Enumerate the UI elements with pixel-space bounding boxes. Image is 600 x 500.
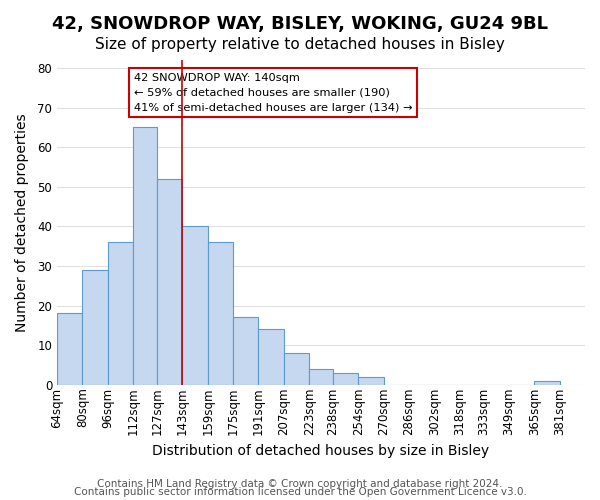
Text: Contains public sector information licensed under the Open Government Licence v3: Contains public sector information licen…	[74, 487, 526, 497]
Bar	[133, 128, 157, 385]
Bar	[333, 373, 358, 385]
Text: 42 SNOWDROP WAY: 140sqm
← 59% of detached houses are smaller (190)
41% of semi-d: 42 SNOWDROP WAY: 140sqm ← 59% of detache…	[134, 73, 412, 112]
Bar	[259, 330, 284, 385]
Text: Contains HM Land Registry data © Crown copyright and database right 2024.: Contains HM Land Registry data © Crown c…	[97, 479, 503, 489]
Text: Size of property relative to detached houses in Bisley: Size of property relative to detached ho…	[95, 38, 505, 52]
Bar	[108, 242, 133, 385]
Bar	[182, 226, 208, 385]
X-axis label: Distribution of detached houses by size in Bisley: Distribution of detached houses by size …	[152, 444, 490, 458]
Bar	[57, 314, 82, 385]
Text: 42, SNOWDROP WAY, BISLEY, WOKING, GU24 9BL: 42, SNOWDROP WAY, BISLEY, WOKING, GU24 9…	[52, 15, 548, 33]
Bar	[358, 377, 383, 385]
Bar	[233, 318, 259, 385]
Bar	[309, 369, 333, 385]
Bar	[208, 242, 233, 385]
Bar	[82, 270, 108, 385]
Y-axis label: Number of detached properties: Number of detached properties	[15, 113, 29, 332]
Bar	[534, 381, 560, 385]
Bar	[157, 179, 182, 385]
Bar	[284, 353, 309, 385]
